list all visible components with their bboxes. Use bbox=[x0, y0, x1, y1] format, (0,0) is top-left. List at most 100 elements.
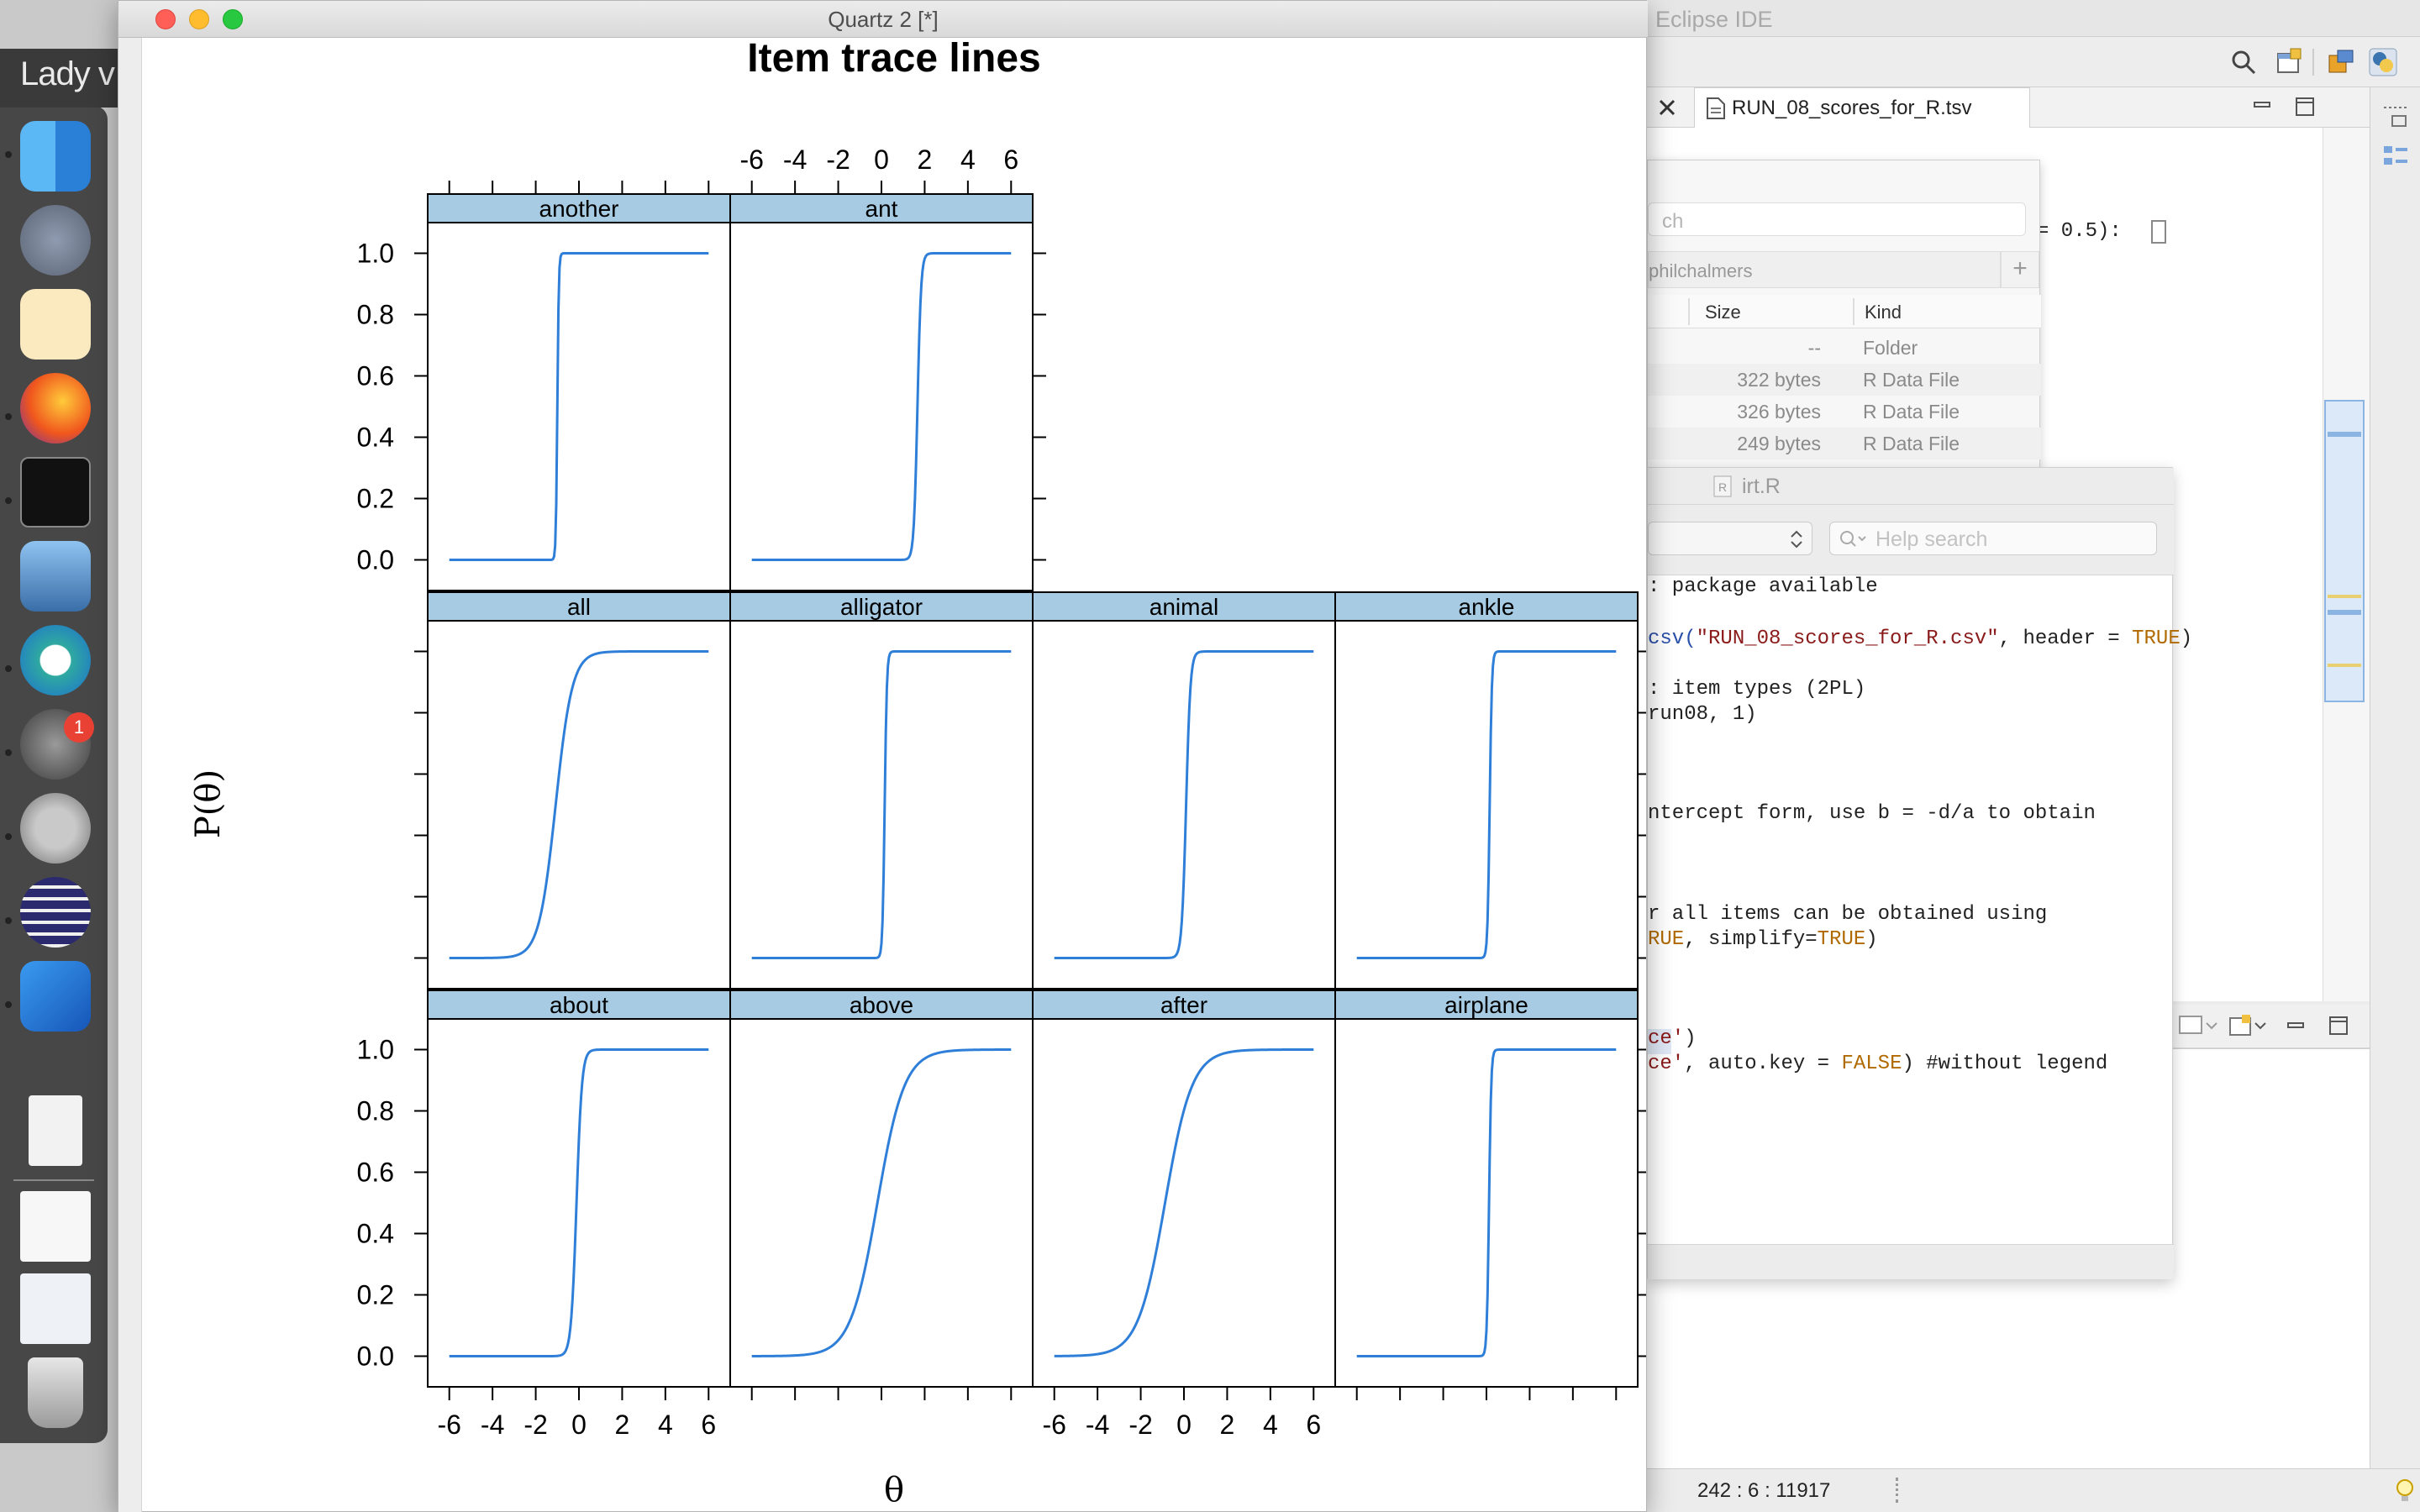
panel-strip-label: above bbox=[850, 992, 913, 1018]
python-perspective-icon[interactable] bbox=[2368, 47, 2398, 77]
chevron-updown-icon bbox=[1791, 530, 1802, 549]
add-button[interactable]: + bbox=[2001, 251, 2039, 288]
xcode-icon[interactable] bbox=[20, 961, 91, 1032]
help-title: irt.R bbox=[1742, 475, 1781, 498]
file-search-input[interactable]: ch bbox=[1648, 202, 2026, 236]
launchpad-icon[interactable] bbox=[20, 205, 91, 276]
file-kind: Folder bbox=[1863, 337, 1918, 359]
y-tick-label: 0.4 bbox=[357, 1219, 394, 1249]
file-icon bbox=[1707, 97, 1725, 119]
x-tick-label: -4 bbox=[783, 144, 807, 175]
panel-strip-label: about bbox=[550, 992, 608, 1018]
running-indicator bbox=[5, 749, 12, 756]
file-size: -- bbox=[1807, 337, 1821, 359]
x-tick-label: -6 bbox=[437, 1410, 460, 1440]
notification-badge: 1 bbox=[64, 712, 94, 743]
close-window-button[interactable] bbox=[155, 9, 176, 29]
file-row[interactable]: 249 bytes R Data File bbox=[1648, 428, 2041, 459]
bib-document-icon[interactable] bbox=[29, 1095, 82, 1166]
file-row[interactable]: 322 bytes R Data File bbox=[1648, 364, 2041, 396]
file-path-text: philchalmers bbox=[1649, 260, 1753, 281]
minimize-window-button[interactable] bbox=[189, 9, 209, 29]
y-tick-label: 0.2 bbox=[357, 484, 394, 514]
finder-icon[interactable] bbox=[20, 121, 91, 192]
panel-strip-label: alligator bbox=[840, 594, 923, 620]
help-bottom-bar bbox=[1648, 1244, 2174, 1279]
help-window: R irt.R Help search : package available … bbox=[1647, 467, 2192, 1279]
r-document-thumbnail-icon[interactable] bbox=[20, 1273, 91, 1344]
textedit-icon[interactable] bbox=[20, 289, 91, 360]
minimize-icon[interactable] bbox=[2286, 1016, 2306, 1037]
panel-strip-label: airplane bbox=[1444, 992, 1528, 1018]
trace-line-animal bbox=[1054, 650, 1314, 959]
dock: 1 bbox=[0, 106, 108, 1443]
y-tick-label: 0.8 bbox=[357, 1096, 394, 1126]
column-header-size[interactable]: Size bbox=[1705, 302, 1741, 323]
outline-icon[interactable] bbox=[2381, 143, 2411, 173]
open-console-icon[interactable] bbox=[2227, 1013, 2269, 1038]
zoom-window-button[interactable] bbox=[223, 9, 243, 29]
file-list-header: Size Kind bbox=[1648, 295, 2041, 328]
java-perspective-icon[interactable] bbox=[2326, 47, 2356, 77]
firefox-icon[interactable] bbox=[20, 373, 91, 444]
panel-strip bbox=[729, 990, 1034, 1020]
eclipse-app-icon[interactable] bbox=[20, 877, 91, 948]
quartz-title: Quartz 2 [*] bbox=[828, 7, 939, 32]
file-browser-panel: ch philchalmers + Size Kind -- Folder 32… bbox=[1647, 160, 2041, 470]
r-app-icon[interactable] bbox=[20, 793, 91, 864]
file-kind: R Data File bbox=[1863, 401, 1960, 423]
scroll-thumb[interactable] bbox=[2324, 400, 2365, 702]
status-bar: 242 : 6 : 11917 bbox=[1647, 1468, 2420, 1512]
help-search-input[interactable]: Help search bbox=[1829, 522, 2157, 555]
file-size: 249 bytes bbox=[1737, 433, 1821, 454]
search-icon[interactable] bbox=[2228, 47, 2259, 77]
trash-icon[interactable] bbox=[28, 1357, 83, 1428]
x-tick-label: -6 bbox=[1042, 1410, 1065, 1440]
help-code-line: RUE, simplify=TRUE) bbox=[1648, 928, 1878, 951]
panel-strip bbox=[427, 990, 731, 1020]
editor-tab[interactable]: RUN_08_scores_for_R.tsv bbox=[1694, 87, 2030, 128]
panel-frame bbox=[1032, 620, 1336, 990]
help-code-line: : package available bbox=[1648, 575, 1878, 598]
dock-separator bbox=[13, 1179, 94, 1181]
preview-icon[interactable] bbox=[20, 541, 91, 612]
help-code-line: ntercept form, use b = -d/a to obtain bbox=[1648, 802, 2096, 825]
maximize-icon[interactable] bbox=[2294, 96, 2316, 118]
toolbar-separator bbox=[2312, 49, 2314, 76]
quartz-window: Quartz 2 [*] Item trace lines θ P(θ) abo… bbox=[118, 0, 1648, 1512]
trace-line-airplane bbox=[1356, 1048, 1617, 1357]
display-console-icon[interactable] bbox=[2176, 1013, 2218, 1038]
panel-strip-label: ankle bbox=[1459, 594, 1515, 620]
help-code-line: csv("RUN_08_scores_for_R.csv", header = … bbox=[1648, 627, 2193, 650]
trace-line-ant bbox=[751, 252, 1012, 561]
x-tick-label: -2 bbox=[1128, 1410, 1152, 1440]
panel-frame bbox=[427, 222, 731, 591]
selection-highlight bbox=[1648, 1029, 1671, 1054]
help-topic-select[interactable] bbox=[1648, 522, 1812, 555]
lightbulb-icon[interactable] bbox=[2393, 1478, 2417, 1504]
trace-line-alligator bbox=[751, 650, 1012, 959]
y-tick-label: 0.2 bbox=[357, 1280, 394, 1310]
close-icon[interactable] bbox=[1655, 96, 1679, 119]
column-header-kind[interactable]: Kind bbox=[1865, 302, 1902, 323]
y-tick-label: 0.8 bbox=[357, 300, 394, 330]
file-path-field[interactable]: philchalmers bbox=[1648, 251, 2001, 288]
trace-lines-plot: Item trace lines θ P(θ) about above after a… bbox=[189, 38, 1646, 1509]
trace-line-after bbox=[1054, 1048, 1314, 1357]
terminal-icon[interactable] bbox=[20, 457, 91, 528]
minimize-icon[interactable] bbox=[2252, 96, 2272, 116]
file-row[interactable]: 326 bytes R Data File bbox=[1648, 396, 2041, 428]
trace-line-ankle bbox=[1356, 650, 1617, 959]
open-perspective-icon[interactable] bbox=[2274, 47, 2304, 77]
maximize-icon[interactable] bbox=[2328, 1015, 2349, 1037]
x-tick-label: 6 bbox=[701, 1410, 716, 1440]
vpn-client-icon[interactable] bbox=[20, 625, 91, 696]
file-row[interactable]: -- Folder bbox=[1648, 332, 2041, 364]
document-thumbnail-icon[interactable] bbox=[20, 1191, 91, 1262]
x-tick-label: 0 bbox=[1176, 1410, 1192, 1440]
status-separator bbox=[1896, 1478, 1899, 1503]
help-code-line: : item types (2PL) bbox=[1648, 678, 1866, 701]
running-indicator bbox=[5, 1001, 12, 1008]
x-tick-label: 6 bbox=[1306, 1410, 1321, 1440]
view-menu-icon[interactable] bbox=[2381, 104, 2411, 129]
